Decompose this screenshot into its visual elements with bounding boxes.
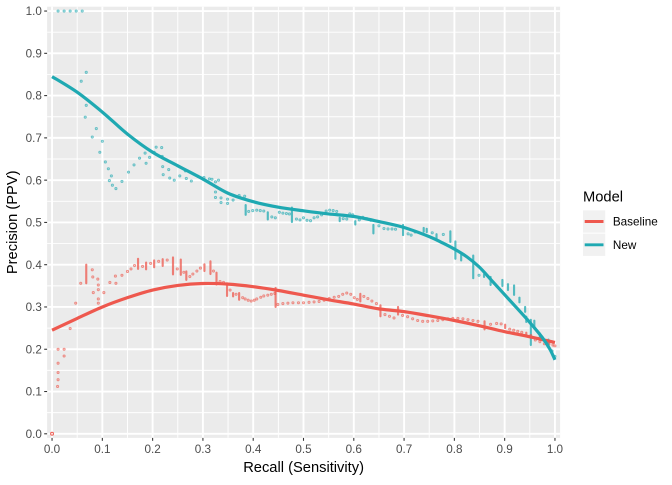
svg-text:0.5: 0.5: [295, 443, 312, 456]
svg-text:1.0: 1.0: [547, 443, 564, 456]
svg-text:0.2: 0.2: [26, 343, 42, 356]
svg-text:0.7: 0.7: [26, 132, 42, 145]
svg-text:New: New: [613, 239, 637, 252]
svg-text:0.1: 0.1: [26, 386, 42, 399]
svg-text:0.0: 0.0: [26, 428, 43, 441]
svg-text:0.1: 0.1: [94, 443, 110, 456]
svg-text:Recall (Sensitivity): Recall (Sensitivity): [243, 460, 364, 476]
svg-text:0.4: 0.4: [26, 259, 43, 272]
svg-text:0.8: 0.8: [26, 90, 42, 103]
svg-text:0.9: 0.9: [26, 47, 42, 60]
svg-text:Baseline: Baseline: [613, 216, 658, 229]
svg-text:Precision (PPV): Precision (PPV): [5, 170, 21, 274]
svg-text:0.4: 0.4: [245, 443, 262, 456]
svg-text:0.7: 0.7: [396, 443, 412, 456]
svg-text:1.0: 1.0: [26, 5, 43, 18]
svg-text:Model: Model: [583, 189, 623, 205]
svg-text:0.3: 0.3: [195, 443, 211, 456]
svg-text:0.5: 0.5: [26, 217, 43, 230]
svg-text:0.6: 0.6: [346, 443, 362, 456]
svg-text:0.0: 0.0: [44, 443, 61, 456]
svg-text:0.3: 0.3: [26, 301, 42, 314]
svg-text:0.8: 0.8: [446, 443, 462, 456]
svg-text:0.6: 0.6: [26, 174, 42, 187]
svg-text:0.2: 0.2: [145, 443, 161, 456]
svg-text:0.9: 0.9: [497, 443, 513, 456]
